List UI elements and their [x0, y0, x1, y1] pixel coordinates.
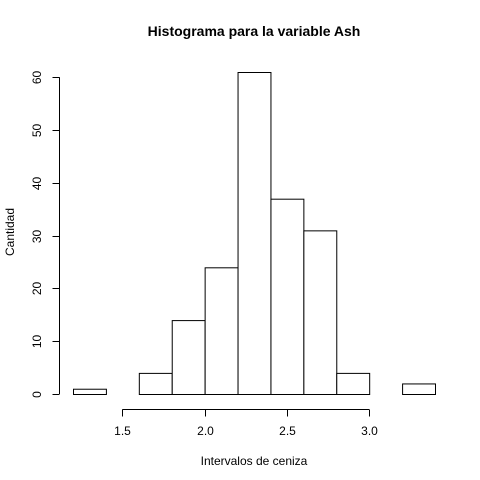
- y-axis: 0 10 20 30 40 50 60: [30, 71, 60, 398]
- y-tick-label: 0: [30, 391, 44, 398]
- x-axis: 1.5 2.0 2.5 3.0: [114, 409, 378, 438]
- histogram-bar: [402, 383, 437, 396]
- y-tick-label: 20: [30, 282, 44, 296]
- histogram-bar: [204, 267, 239, 395]
- x-axis-label: Intervalos de ceniza: [201, 454, 308, 468]
- y-tick-label: 40: [30, 177, 44, 191]
- y-tick-label: 30: [30, 230, 44, 244]
- x-tick-label: 3.0: [361, 424, 378, 438]
- histogram-bar: [138, 372, 173, 396]
- histogram-bar: [171, 320, 206, 395]
- chart-title: Histograma para la variable Ash: [148, 23, 361, 39]
- y-axis-label: Cantidad: [3, 208, 17, 256]
- x-tick-label: 2.0: [197, 424, 214, 438]
- histogram-bar: [237, 72, 272, 395]
- y-tick-label: 60: [30, 71, 44, 85]
- x-tick-label: 2.5: [279, 424, 296, 438]
- y-tick-label: 50: [30, 124, 44, 138]
- y-tick-label: 10: [30, 335, 44, 349]
- histogram-bar: [270, 198, 305, 395]
- histogram-bar: [73, 388, 107, 396]
- histogram-bar: [303, 230, 338, 395]
- x-tick-label: 1.5: [114, 424, 131, 438]
- bars-group: [73, 72, 437, 396]
- histogram-bar: [336, 372, 371, 396]
